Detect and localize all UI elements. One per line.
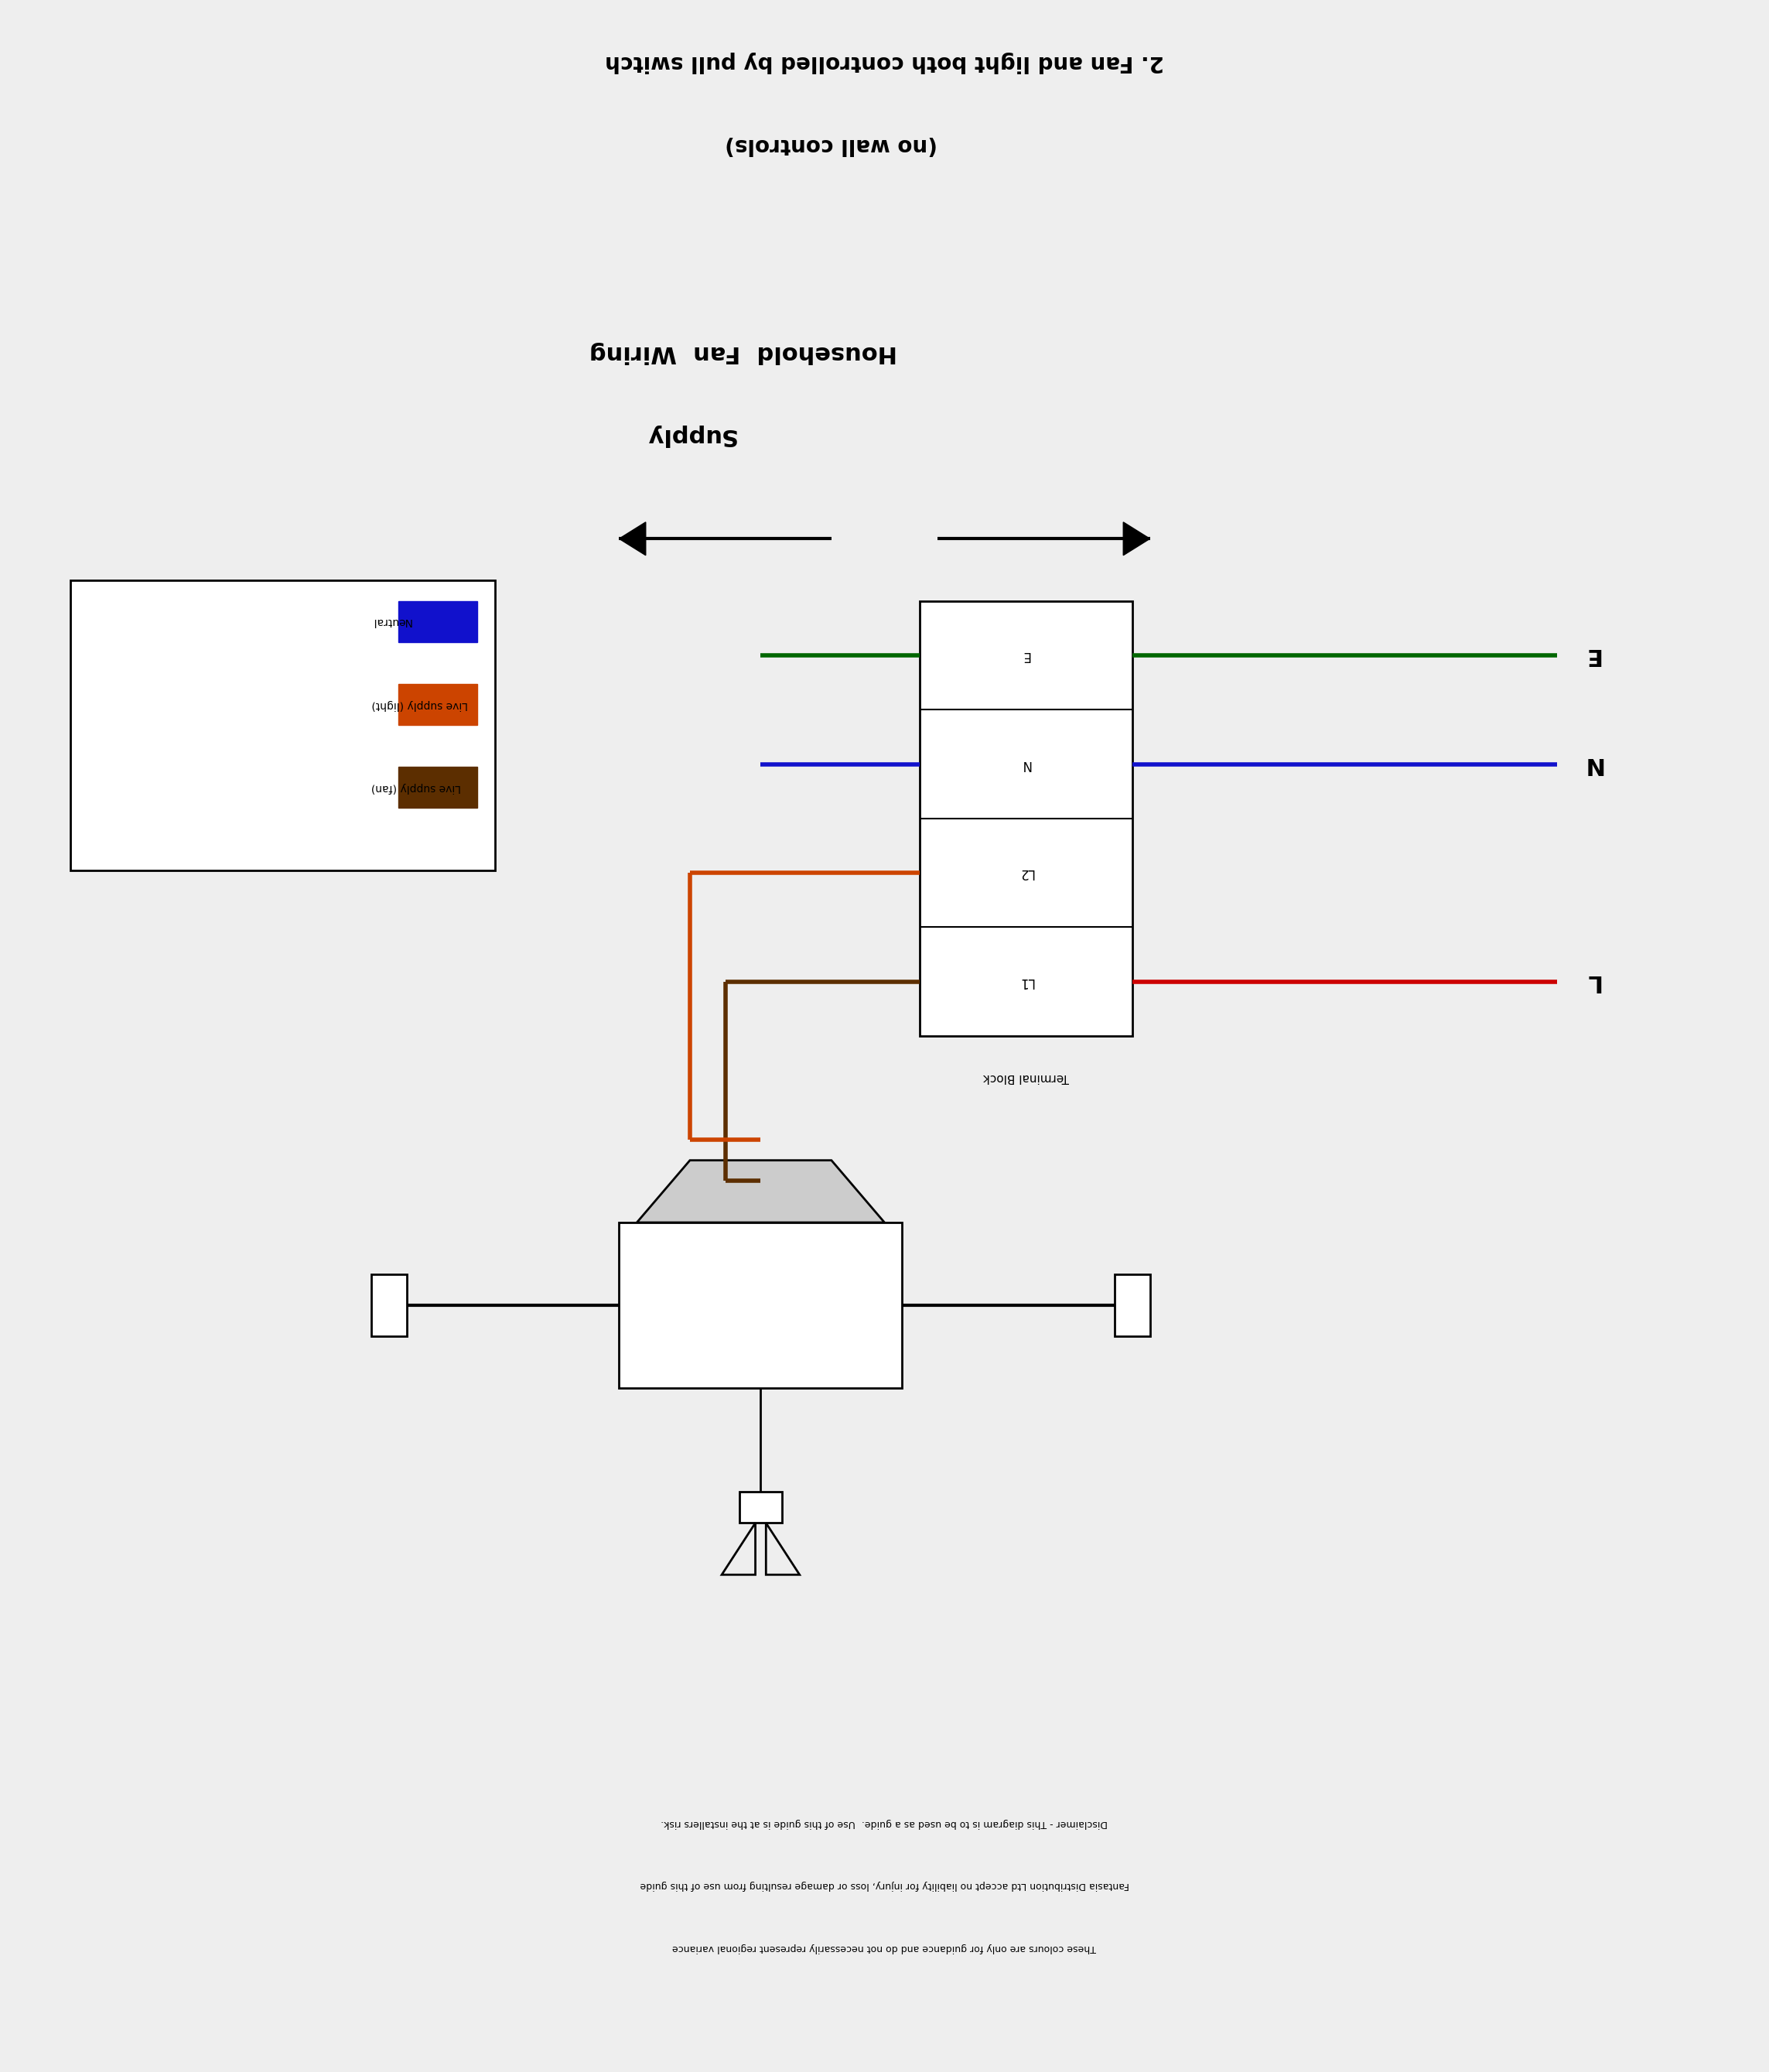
- Bar: [71, 580, 495, 870]
- Polygon shape: [1123, 522, 1150, 555]
- Text: Terminal Block: Terminal Block: [984, 1071, 1068, 1084]
- Text: 2. Fan and light both controlled by pull switch: 2. Fan and light both controlled by pull…: [605, 52, 1164, 73]
- Text: L: L: [1585, 970, 1599, 992]
- Bar: [371, 1274, 407, 1336]
- Text: E: E: [1022, 649, 1030, 663]
- Bar: [398, 684, 478, 725]
- Text: Fantasia Distribution Ltd accept no liability for injury, loss or damage resulti: Fantasia Distribution Ltd accept no liab…: [640, 1881, 1129, 1890]
- Text: Disclaimer - This diagram is to be used as a guide.  Use of this guide is at the: Disclaimer - This diagram is to be used …: [662, 1819, 1107, 1828]
- Bar: [920, 601, 1132, 1036]
- Text: (no wall controls): (no wall controls): [725, 135, 938, 155]
- Bar: [398, 601, 478, 642]
- Bar: [1114, 1274, 1150, 1336]
- Text: Supply: Supply: [644, 425, 736, 445]
- Text: These colours are only for guidance and do not necessarily represent regional va: These colours are only for guidance and …: [672, 1944, 1097, 1952]
- Text: Live supply (fan): Live supply (fan): [371, 781, 462, 794]
- Text: Neutral: Neutral: [371, 615, 410, 628]
- Text: Live supply (light): Live supply (light): [371, 698, 467, 711]
- Text: Household  Fan  Wiring: Household Fan Wiring: [589, 342, 897, 363]
- Bar: [619, 1222, 902, 1388]
- Bar: [398, 767, 478, 808]
- Bar: [739, 1492, 782, 1523]
- Text: L2: L2: [1019, 866, 1033, 881]
- Polygon shape: [637, 1160, 884, 1222]
- Text: N: N: [1021, 756, 1031, 771]
- Polygon shape: [619, 522, 646, 555]
- Text: E: E: [1583, 644, 1601, 667]
- Text: L1: L1: [1019, 974, 1033, 988]
- Text: N: N: [1581, 752, 1603, 775]
